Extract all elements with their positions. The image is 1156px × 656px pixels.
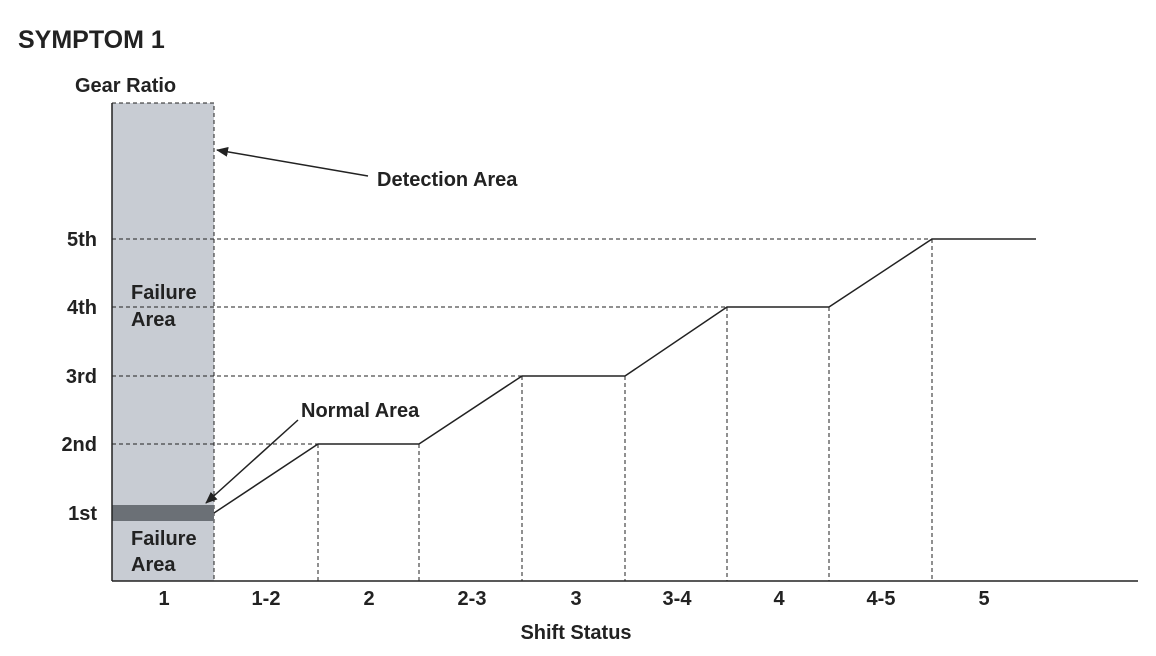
failure-area-lower-line2: Area xyxy=(131,554,176,576)
detection-area-region xyxy=(112,103,214,581)
gear-tick-labels: 1st 2nd 3rd 4th 5th xyxy=(61,229,97,525)
status-tick-1-2: 1-2 xyxy=(252,588,281,610)
gear-tick-1st: 1st xyxy=(68,503,97,525)
detection-area-arrow xyxy=(216,146,369,177)
failure-area-lower-line1: Failure xyxy=(131,528,197,550)
status-tick-labels: 1 1-2 2 2-3 3 3-4 4 4-5 5 xyxy=(158,588,989,610)
normal-area-band xyxy=(112,505,214,521)
status-tick-2: 2 xyxy=(363,588,374,610)
failure-area-upper-line1: Failure xyxy=(131,282,197,304)
status-tick-3: 3 xyxy=(570,588,581,610)
status-tick-4-5: 4-5 xyxy=(867,588,896,610)
failure-area-upper-line2: Area xyxy=(131,309,176,331)
status-tick-2-3: 2-3 xyxy=(458,588,487,610)
detection-area-outline xyxy=(112,102,215,581)
normal-area-label: Normal Area xyxy=(301,400,420,422)
gear-guides xyxy=(112,238,932,445)
status-guides xyxy=(317,239,933,581)
detection-area-label: Detection Area xyxy=(377,169,518,191)
gear-tick-5th: 5th xyxy=(67,229,97,251)
status-tick-5: 5 xyxy=(978,588,989,610)
page-title: SYMPTOM 1 xyxy=(18,26,165,54)
status-tick-1: 1 xyxy=(158,588,169,610)
normal-area-arrow xyxy=(205,419,299,504)
gear-tick-2nd: 2nd xyxy=(61,434,97,456)
x-axis-label: Shift Status xyxy=(520,622,631,644)
status-tick-4: 4 xyxy=(773,588,785,610)
y-axis-label: Gear Ratio xyxy=(75,75,176,97)
gear-ratio-line xyxy=(213,238,1036,514)
status-tick-3-4: 3-4 xyxy=(663,588,693,610)
gear-tick-3rd: 3rd xyxy=(66,366,97,388)
gear-tick-4th: 4th xyxy=(67,297,97,319)
